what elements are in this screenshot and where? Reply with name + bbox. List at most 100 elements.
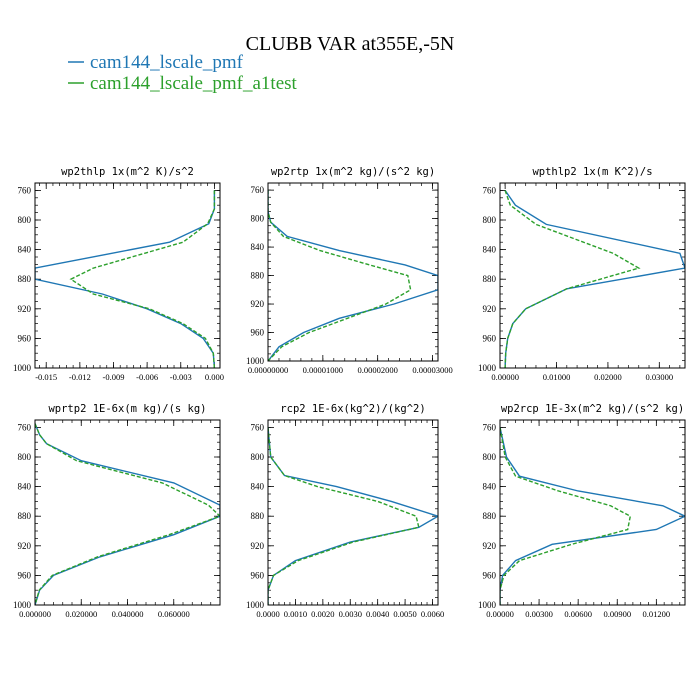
y-tick-label: 840 — [18, 245, 32, 255]
y-tick-label: 880 — [18, 274, 32, 284]
panel-4: wprtp2 1E-6x(m kg)/(s kg) 760 800 840 880 920… — [13, 403, 221, 619]
y-tick-label: 1000 — [478, 600, 497, 610]
x-tick-label: 0.0050 — [393, 609, 416, 619]
y-tick-label: 1000 — [478, 363, 497, 373]
legend: cam144_lscale_pmf cam144_lscale_pmf_a1te… — [68, 52, 298, 94]
y-tick-label: 840 — [483, 482, 497, 492]
x-tick-label: -0.003 — [170, 372, 192, 382]
x-tick-label: 0.0010 — [284, 609, 307, 619]
y-tick-label: 920 — [18, 541, 32, 551]
y-tick-label: 920 — [251, 541, 265, 551]
panel-title: wp2rtp 1x(m^2 kg)/(s^2 kg) — [271, 166, 435, 178]
y-tick-label: 920 — [483, 304, 497, 314]
y-tick-label: 960 — [251, 328, 265, 338]
y-tick-label: 800 — [483, 215, 497, 225]
x-tick-label: 0.00000 — [491, 372, 519, 382]
y-tick-label: 840 — [18, 482, 32, 492]
y-tick-label: 960 — [18, 333, 32, 343]
y-tick-label: 800 — [251, 214, 265, 224]
x-tick-label: 0.0040 — [366, 609, 389, 619]
series-line-1 — [35, 190, 216, 368]
y-tick-label: 760 — [18, 422, 32, 432]
y-tick-label: 920 — [18, 304, 32, 314]
x-tick-label: 0.00002000 — [357, 365, 397, 375]
y-tick-label: 880 — [18, 511, 32, 521]
y-tick-label: 760 — [18, 185, 32, 195]
x-tick-label: 0.00001000 — [303, 365, 343, 375]
series-line-2 — [268, 427, 420, 605]
x-tick-label: 0.01000 — [543, 372, 571, 382]
panel-title: wp2thlp 1x(m^2 K)/s^2 — [61, 166, 194, 178]
y-tick-label: 800 — [18, 452, 32, 462]
plot-frame — [499, 419, 686, 606]
y-tick-label: 760 — [251, 422, 265, 432]
y-tick-label: 920 — [483, 541, 497, 551]
y-tick-label: 1000 — [13, 363, 32, 373]
y-tick-label: 800 — [251, 452, 265, 462]
x-tick-label: 0.000 — [205, 372, 224, 382]
y-tick-label: 960 — [18, 570, 32, 580]
panel-5: rcp2 1E-6x(kg^2)/(kg^2) 760 800 840 880 920 96… — [246, 403, 444, 619]
legend-label-2: cam144_lscale_pmf_a1test — [90, 73, 298, 94]
x-tick-label: 0.00300 — [525, 609, 553, 619]
x-tick-label: 0.00000 — [486, 609, 514, 619]
y-tick-label: 800 — [18, 215, 32, 225]
y-tick-label: 760 — [251, 185, 265, 195]
y-tick-label: 760 — [483, 422, 497, 432]
series-line-1 — [268, 427, 438, 605]
x-tick-label: 0.00900 — [603, 609, 631, 619]
y-tick-label: 1000 — [13, 600, 32, 610]
y-tick-label: 880 — [251, 271, 265, 281]
series-line-2 — [69, 190, 216, 368]
legend-label-1: cam144_lscale_pmf — [90, 52, 244, 73]
series-line-1 — [268, 190, 438, 361]
y-tick-label: 840 — [251, 482, 265, 492]
x-tick-label: -0.012 — [69, 372, 91, 382]
y-tick-label: 1000 — [246, 356, 265, 366]
panel-title: rcp2 1E-6x(kg^2)/(kg^2) — [280, 403, 425, 415]
panel-title: wp2rcp 1E-3x(m^2 kg)/(s^2 kg) — [501, 403, 684, 415]
panel-2: wp2rtp 1x(m^2 kg)/(s^2 kg) 760 800 840 880 92… — [246, 166, 453, 375]
y-tick-label: 960 — [483, 333, 497, 343]
x-tick-label: 0.0030 — [339, 609, 362, 619]
x-tick-label: 0.03000 — [645, 372, 673, 382]
x-tick-label: 0.0060 — [421, 609, 444, 619]
panel-1: wp2thlp 1x(m^2 K)/s^2 760 800 840 880 920 960 1… — [13, 166, 224, 382]
x-tick-label: -0.006 — [136, 372, 158, 382]
y-tick-label: 960 — [251, 570, 265, 580]
y-tick-label: 840 — [483, 245, 497, 255]
series-line-1 — [504, 190, 685, 368]
x-tick-label: -0.015 — [35, 372, 57, 382]
x-tick-label: -0.009 — [103, 372, 125, 382]
series-line-1 — [500, 427, 685, 605]
panel-title: wprtp2 1E-6x(m kg)/(s kg) — [48, 403, 206, 415]
y-tick-label: 920 — [251, 299, 265, 309]
figure-title: CLUBB VAR at355E,-5N — [246, 33, 455, 55]
y-tick-label: 880 — [483, 511, 497, 521]
x-tick-label: 0.060000 — [158, 609, 190, 619]
x-tick-label: 0.000000 — [19, 609, 51, 619]
series-line-2 — [268, 190, 412, 361]
y-tick-label: 880 — [251, 511, 265, 521]
x-tick-label: 0.020000 — [65, 609, 97, 619]
series-line-1 — [35, 423, 220, 605]
x-tick-label: 0.040000 — [112, 609, 144, 619]
panel-6: wp2rcp 1E-3x(m^2 kg)/(s^2 kg) 760 800 840 88… — [478, 403, 686, 619]
plot-frame — [267, 182, 439, 362]
y-tick-label: 1000 — [246, 600, 265, 610]
y-tick-label: 960 — [483, 570, 497, 580]
x-tick-label: 0.0020 — [311, 609, 334, 619]
series-line-2 — [500, 427, 632, 605]
series-line-2 — [504, 190, 641, 368]
x-tick-label: 0.00000000 — [248, 365, 288, 375]
y-tick-label: 800 — [483, 452, 497, 462]
x-tick-label: 0.00003000 — [412, 365, 452, 375]
x-tick-label: 0.00600 — [564, 609, 592, 619]
panels-grid: wp2thlp 1x(m^2 K)/s^2 760 800 840 880 920 960 1… — [13, 166, 686, 619]
series-line-2 — [35, 423, 220, 605]
x-tick-label: 0.01200 — [643, 609, 671, 619]
plot-frame — [34, 419, 221, 606]
x-tick-label: 0.02000 — [594, 372, 622, 382]
plot-frame — [267, 419, 439, 606]
